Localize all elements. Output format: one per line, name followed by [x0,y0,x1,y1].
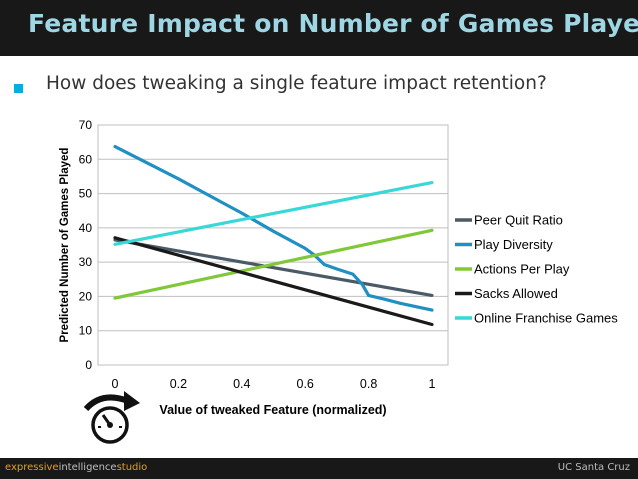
legend: Peer Quit Ratio Play Diversity Actions Per… [455,213,618,326]
slide-subtitle: How does tweaking a single feature impac… [46,73,547,94]
footer-brand-part: expressive [5,462,59,473]
footer-brand-part: studio [116,462,148,473]
legend-label: Play Diversity [474,237,553,252]
legend-label: Peer Quit Ratio [474,213,563,228]
legend-label: Online Franchise Games [474,311,618,326]
x-tick-label: 1 [429,377,436,391]
plot-area [97,124,449,366]
x-axis-label: Value of tweaked Feature (normalized) [159,403,386,417]
x-tick-label: 0 [112,377,119,391]
footer-bar: expressiveintelligencestudio UC Santa Cr… [0,458,638,479]
y-axis-label: Predicted Number of Games Played [59,148,71,343]
legend-label: Sacks Allowed [474,286,558,301]
series-line-sacks-allowed [113,236,434,327]
y-tick-label: 0 [85,358,92,372]
slide-title: Feature Impact on Number of Games Played [28,9,638,38]
series-line-play-diversity [113,145,434,312]
gauge-icon [83,391,140,444]
x-tick-label: 0.2 [170,377,187,391]
y-tick-label: 20 [79,289,93,303]
series-line-peer-quit-ratio [113,238,434,297]
y-tick-label: 40 [79,221,93,235]
legend-label: Actions Per Play [474,262,570,277]
x-tick-label: 0.4 [233,377,250,391]
x-tick-label: 0.6 [297,377,314,391]
y-tick-label: 30 [79,255,93,269]
y-tick-label: 50 [79,187,93,201]
y-tick-label: 70 [79,118,93,132]
title-bar: Feature Impact on Number of Games Played [0,0,638,56]
bullet-marker [14,84,23,93]
series-line-actions-per-play [113,228,434,300]
footer-brand-part: intelligence [58,462,117,473]
footer-brand: expressiveintelligencestudio [5,462,147,473]
x-tick-label: 0.8 [360,377,377,391]
y-tick-label: 60 [79,152,93,166]
y-tick-label: 10 [79,324,93,338]
footer-institution: UC Santa Cruz [557,462,630,473]
series-line-online-franchise-games [113,181,434,246]
